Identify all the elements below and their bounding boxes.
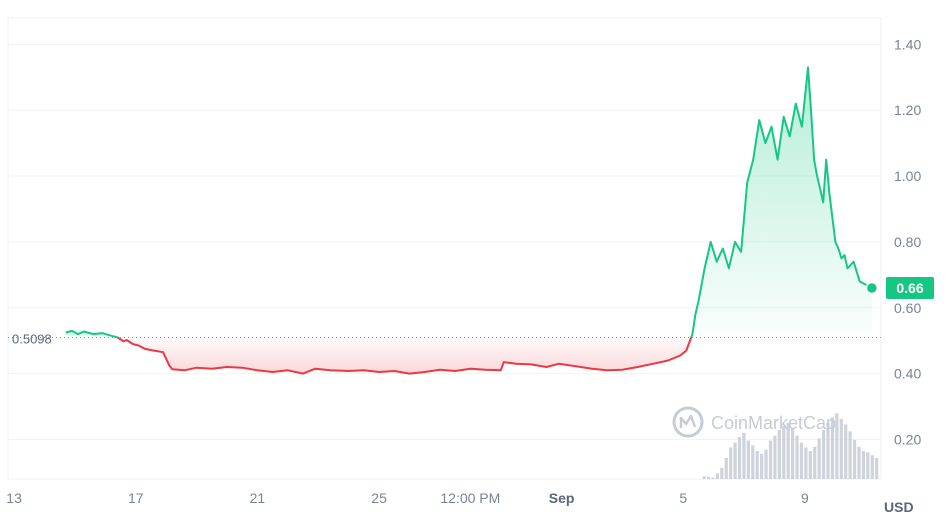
plot-frame <box>7 17 882 480</box>
current-price-dot <box>865 281 879 295</box>
y-tick-label: 0.40 <box>894 366 921 382</box>
volume-bar <box>755 451 759 479</box>
volume-bar <box>852 439 857 479</box>
coinmarketcap-logo-icon <box>672 406 704 438</box>
volume-bar <box>795 435 799 479</box>
volume-bar <box>777 430 781 479</box>
volume-bar <box>821 430 826 479</box>
volume-bar <box>826 423 830 479</box>
volume-bar <box>848 431 852 479</box>
price-line-up <box>65 329 119 339</box>
x-tick-label: 17 <box>128 490 144 506</box>
reference-price-label: 0.5098 <box>12 331 52 346</box>
volume-bar <box>742 432 746 479</box>
volume-bar <box>791 428 795 479</box>
volume-bar <box>715 473 719 479</box>
x-tick-label: 13 <box>6 490 22 506</box>
y-tick-label: 1.00 <box>894 168 921 184</box>
current-price-label: 0.66 <box>896 280 923 296</box>
volume-bar <box>720 467 724 479</box>
current-price-badge <box>886 277 934 300</box>
volume-bar <box>804 447 808 479</box>
watermark-text: CoinMarketCap <box>711 413 836 433</box>
x-tick-label: Sep <box>549 490 575 506</box>
price-line-up <box>690 66 873 338</box>
volume-bar <box>768 440 773 479</box>
x-tick-label: 12:00 PM <box>440 490 500 506</box>
volume-bar <box>835 413 839 479</box>
x-tick-label: 5 <box>679 490 687 506</box>
volume-bar <box>706 476 711 479</box>
volume-bar <box>830 417 835 479</box>
y-tick-label: 0.60 <box>894 300 921 316</box>
x-tick-label: 21 <box>250 490 266 506</box>
volume-bar <box>760 453 764 479</box>
volume-bar <box>782 425 786 479</box>
y-tick-label: 1.20 <box>894 102 921 118</box>
volume-bar <box>702 476 706 479</box>
volume-bar <box>875 458 879 479</box>
volume-bar <box>861 451 866 479</box>
y-tick-label: 0.80 <box>894 234 921 250</box>
currency-label: USD <box>884 499 914 515</box>
volume-bar <box>866 452 870 479</box>
volume-bar <box>808 451 812 479</box>
x-tick-label: 25 <box>371 490 387 506</box>
x-axis: 13 17 21 25 12:00 PM Sep 5 9 <box>6 490 809 506</box>
volume-bar <box>733 442 737 479</box>
volume-bars <box>702 413 879 479</box>
volume-bar <box>786 423 790 479</box>
price-area-up <box>691 67 872 338</box>
volume-bar <box>729 447 733 479</box>
volume-bar <box>751 445 755 479</box>
y-tick-label: 1.40 <box>894 36 921 52</box>
price-line-down <box>117 336 693 375</box>
volume-bar <box>711 477 715 479</box>
volume-bar <box>839 418 843 479</box>
volume-bar <box>817 438 821 479</box>
volume-bar <box>813 446 817 479</box>
volume-bar <box>799 442 804 479</box>
volume-bar <box>773 435 777 479</box>
coinmarketcap-watermark: CoinMarketCap <box>672 406 836 438</box>
price-area-down <box>117 337 692 374</box>
volume-bar <box>737 437 742 479</box>
volume-bar <box>724 458 728 479</box>
y-tick-label: 0.20 <box>894 431 921 447</box>
price-area <box>65 67 872 374</box>
price-line <box>65 66 873 375</box>
volume-bar <box>857 446 861 479</box>
volume-bar <box>870 455 874 479</box>
volume-bar <box>844 424 848 479</box>
x-tick-label: 9 <box>801 490 809 506</box>
y-axis: 1.40 1.20 1.00 0.80 0.60 0.40 0.20 <box>894 36 921 447</box>
volume-bar <box>746 440 750 479</box>
volume-bar <box>764 449 768 479</box>
